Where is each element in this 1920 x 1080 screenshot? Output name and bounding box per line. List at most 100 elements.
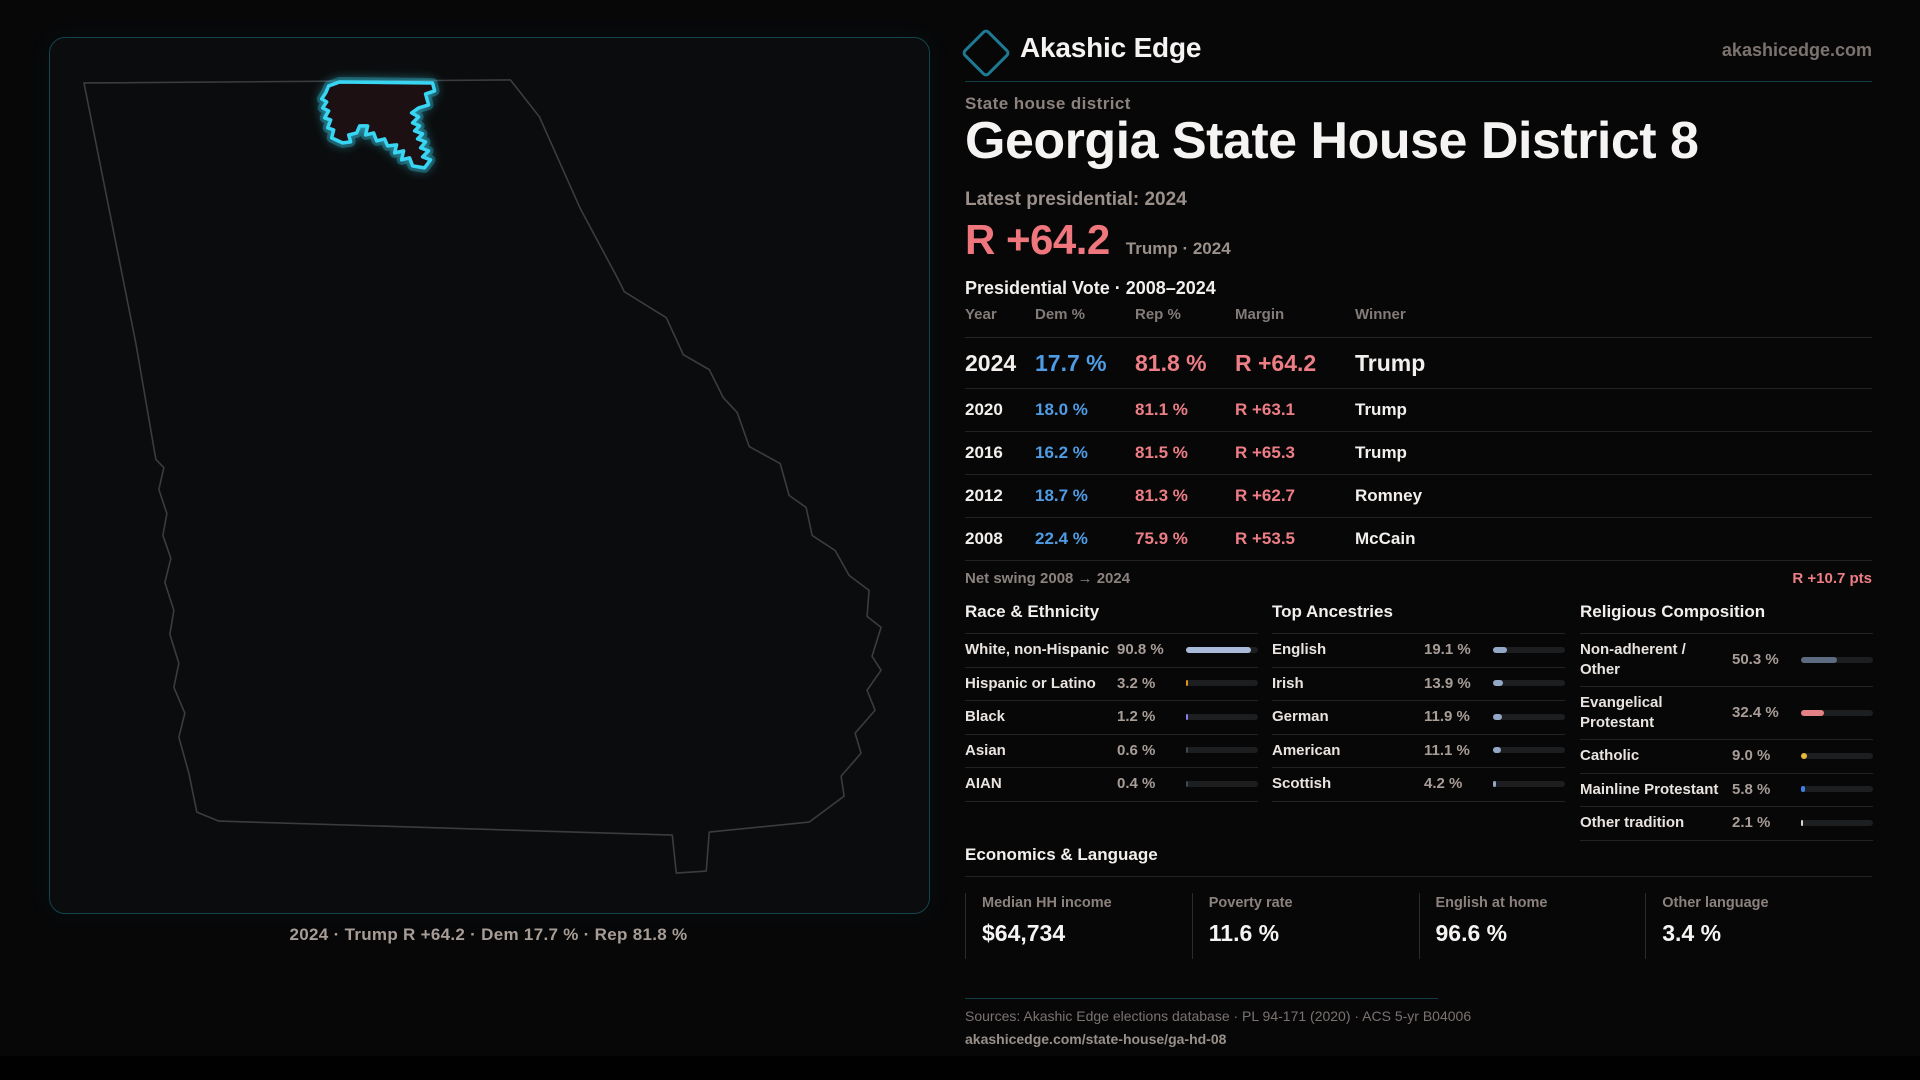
- bar-fill: [1186, 646, 1252, 653]
- section-title: Top Ancestries: [1272, 602, 1565, 634]
- cell-year: 2020: [965, 400, 1003, 419]
- economics-title: Economics & Language: [965, 845, 1158, 864]
- bar-track: [1801, 656, 1873, 663]
- bar-fill: [1801, 786, 1806, 793]
- map-caption: 2024 · Trump R +64.2 · Dem 17.7 % · Rep …: [289, 925, 688, 944]
- demo-label: Other tradition: [1580, 814, 1685, 831]
- demo-label: Asian: [965, 741, 1006, 759]
- column-header-dem: Dem %: [1035, 306, 1086, 323]
- bar-fill: [1186, 713, 1188, 720]
- table-row: 2020 18.0 % 81.1 % R +63.1 Trump: [965, 389, 1872, 432]
- cell-dem-pct: 18.0 %: [1035, 400, 1088, 419]
- demo-row: Mainline Protestant 5.8 %: [1580, 774, 1873, 807]
- table-row: 2012 18.7 % 81.3 % R +62.7 Romney: [965, 475, 1872, 518]
- bar-fill: [1493, 780, 1497, 787]
- demo-value: 11.9 %: [1424, 708, 1470, 726]
- demo-label: Non-adherent / Other: [1580, 641, 1686, 678]
- vote-table-title: Presidential Vote · 2008–2024: [965, 278, 1216, 298]
- demo-value: 19.1 %: [1424, 641, 1471, 659]
- demo-row: Irish 13.9 %: [1272, 668, 1565, 701]
- column-header-rep: Rep %: [1135, 306, 1181, 323]
- cell-year: 2012: [965, 486, 1003, 505]
- cell-margin: R +64.2: [1235, 349, 1317, 376]
- demo-row: Catholic 9.0 %: [1580, 740, 1873, 774]
- cell-dem-pct: 18.7 %: [1035, 486, 1088, 505]
- net-swing-value: R +10.7 pts: [1792, 570, 1872, 587]
- section-title: Race & Ethnicity: [965, 602, 1258, 634]
- cell-margin: R +53.5: [1235, 529, 1296, 548]
- demo-row: Non-adherent / Other 50.3 %: [1580, 634, 1873, 687]
- cell-rep-pct: 75.9 %: [1135, 529, 1188, 548]
- demo-row: English 19.1 %: [1272, 634, 1565, 668]
- bar-fill: [1801, 709, 1825, 716]
- cell-rep-pct: 81.1 %: [1135, 400, 1188, 419]
- bar-fill: [1493, 747, 1501, 754]
- cell-winner: McCain: [1355, 529, 1416, 548]
- table-row: 2008 22.4 % 75.9 % R +53.5 McCain: [965, 518, 1872, 561]
- demo-label: American: [1272, 741, 1341, 759]
- section-top-ancestries: Top Ancestries English 19.1 % Irish 13.9…: [1272, 602, 1565, 802]
- demo-label: AIAN: [965, 775, 1002, 792]
- demo-value: 0.4 %: [1117, 775, 1156, 793]
- bar-track: [1186, 646, 1258, 653]
- cell-rep-pct: 81.5 %: [1135, 443, 1188, 462]
- bar-track: [1493, 646, 1565, 653]
- kicker-label: State house district: [965, 94, 1131, 113]
- headline-margin-detail: Trump · 2024: [1125, 239, 1231, 258]
- cell-rep-pct: 81.8 %: [1135, 349, 1207, 376]
- bar-fill: [1493, 646, 1507, 653]
- table-row: 2024 17.7 % 81.8 % R +64.2 Trump: [965, 338, 1872, 389]
- demo-value: 9.0 %: [1732, 747, 1771, 765]
- column-header-year: Year: [965, 306, 997, 323]
- column-header-winner: Winner: [1355, 306, 1406, 323]
- bar-track: [1801, 709, 1873, 716]
- demo-label: Catholic: [1580, 747, 1640, 764]
- stat-cell: Other language 3.4 %: [1645, 893, 1872, 959]
- table-row: 2016 16.2 % 81.5 % R +65.3 Trump: [965, 432, 1872, 475]
- demo-label: White, non-Hispanic: [965, 641, 1110, 658]
- demo-label: Evangelical Protestant: [1580, 694, 1663, 731]
- demo-value: 5.8 %: [1732, 780, 1771, 798]
- bar-track: [1186, 780, 1258, 787]
- footer-divider: [965, 998, 1438, 999]
- stat-value: 11.6 %: [1208, 920, 1280, 946]
- brand-name: Akashic Edge: [1020, 32, 1202, 63]
- section-religious-composition: Religious Composition Non-adherent / Oth…: [1580, 602, 1873, 841]
- brand-header: Akashic Edge akashicedge.com: [960, 27, 1872, 79]
- bar-fill: [1801, 656, 1838, 663]
- net-swing-label: Net swing 2008 → 2024: [965, 570, 1131, 587]
- stat-value: $64,734: [982, 920, 1066, 946]
- section-title: Religious Composition: [1580, 602, 1873, 634]
- district-shape[interactable]: [319, 80, 437, 170]
- demo-row: Asian 0.6 %: [965, 735, 1258, 768]
- demo-label: Mainline Protestant: [1580, 780, 1719, 798]
- georgia-outline: [83, 79, 882, 874]
- detail-panel: Akashic Edge akashicedge.com State house…: [960, 0, 1873, 1080]
- demo-row: Hispanic or Latino 3.2 %: [965, 668, 1258, 701]
- stat-label: Median HH income: [982, 895, 1112, 911]
- demo-row: American 11.1 %: [1272, 735, 1565, 768]
- bar-track: [1186, 747, 1258, 754]
- cell-winner: Trump: [1355, 443, 1407, 462]
- cell-dem-pct: 17.7 %: [1035, 349, 1107, 376]
- vote-table-header: Year Dem % Rep % Margin Winner: [965, 306, 1872, 338]
- bar-track: [1493, 747, 1565, 754]
- brand-domain-link[interactable]: akashicedge.com: [1721, 40, 1872, 60]
- demo-value: 2.1 %: [1732, 814, 1771, 832]
- demo-label: Black: [965, 708, 1006, 725]
- stat-value: 3.4 %: [1662, 920, 1722, 946]
- demo-value: 3.2 %: [1117, 674, 1156, 692]
- demo-row: Other tradition 2.1 %: [1580, 807, 1873, 841]
- georgia-map: [83, 76, 882, 874]
- demo-row: AIAN 0.4 %: [965, 768, 1258, 802]
- column-header-margin: Margin: [1235, 306, 1285, 323]
- permalink[interactable]: akashicedge.com/state-house/ga-hd-08: [965, 1031, 1227, 1047]
- demo-row: Evangelical Protestant 32.4 %: [1580, 687, 1873, 740]
- cell-dem-pct: 16.2 %: [1035, 443, 1088, 462]
- economics-divider: [965, 876, 1872, 877]
- cell-year: 2024: [965, 349, 1017, 376]
- economics-stats: Median HH income $64,734 Poverty rate 11…: [965, 893, 1872, 959]
- stat-value: 96.6 %: [1435, 920, 1508, 946]
- bar-track: [1801, 819, 1873, 826]
